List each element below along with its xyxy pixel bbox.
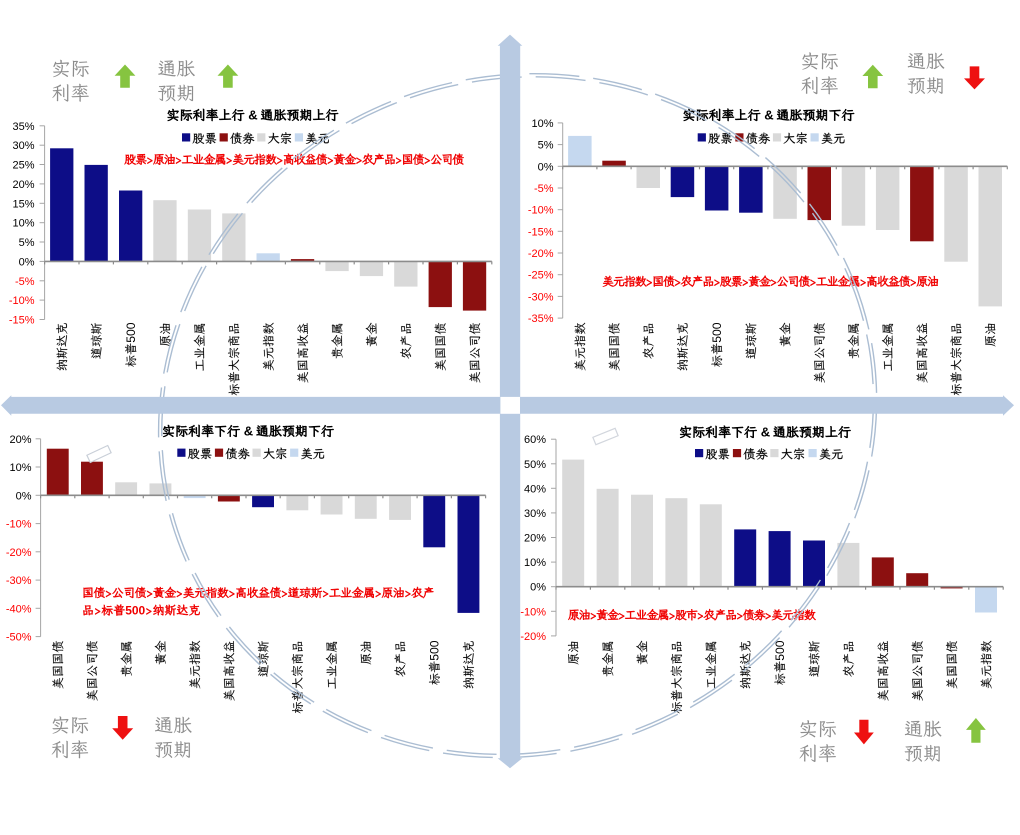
svg-text:40%: 40% xyxy=(524,483,546,495)
svg-text:-35%: -35% xyxy=(528,313,554,325)
svg-text:0%: 0% xyxy=(19,256,35,268)
svg-text:-50%: -50% xyxy=(6,632,32,644)
svg-text:500: 500 xyxy=(773,640,787,661)
svg-text:&: & xyxy=(244,424,253,439)
svg-text:10%: 10% xyxy=(12,218,34,230)
svg-text:-10%: -10% xyxy=(6,519,32,531)
svg-text:-20%: -20% xyxy=(6,547,32,559)
svg-text:5%: 5% xyxy=(19,237,35,249)
svg-text:-10%: -10% xyxy=(528,205,554,217)
svg-text:-10%: -10% xyxy=(520,606,546,618)
svg-text:50%: 50% xyxy=(524,459,546,471)
svg-text:-30%: -30% xyxy=(528,291,554,303)
svg-text:5%: 5% xyxy=(538,140,554,152)
svg-text:35%: 35% xyxy=(12,121,34,133)
svg-text:&: & xyxy=(764,108,773,123)
svg-text:20%: 20% xyxy=(12,179,34,191)
svg-text:-5%: -5% xyxy=(534,183,554,195)
svg-text:-15%: -15% xyxy=(9,315,35,327)
svg-text:-15%: -15% xyxy=(528,226,554,238)
svg-text:500: 500 xyxy=(710,322,724,343)
svg-text:60%: 60% xyxy=(524,434,546,446)
svg-text:-30%: -30% xyxy=(6,575,32,587)
svg-text:&: & xyxy=(761,425,770,440)
svg-text:25%: 25% xyxy=(12,160,34,172)
svg-text:20%: 20% xyxy=(524,533,546,545)
svg-text:500: 500 xyxy=(428,640,442,661)
svg-text:0%: 0% xyxy=(16,490,32,502)
svg-text:-20%: -20% xyxy=(528,248,554,260)
svg-text:&: & xyxy=(248,108,257,123)
svg-text:0%: 0% xyxy=(538,161,554,173)
svg-text:10%: 10% xyxy=(524,557,546,569)
svg-text:-40%: -40% xyxy=(6,603,32,615)
svg-text:0%: 0% xyxy=(530,582,546,594)
svg-text:10%: 10% xyxy=(531,118,553,130)
svg-text:-20%: -20% xyxy=(520,631,546,643)
svg-text:-25%: -25% xyxy=(528,270,554,282)
svg-text:10%: 10% xyxy=(9,462,31,474)
svg-text:500: 500 xyxy=(124,322,138,343)
svg-text:-10%: -10% xyxy=(9,295,35,307)
svg-text:500: 500 xyxy=(125,603,145,617)
svg-text:30%: 30% xyxy=(524,508,546,520)
svg-text:15%: 15% xyxy=(12,198,34,210)
svg-text:20%: 20% xyxy=(9,434,31,446)
svg-text:30%: 30% xyxy=(12,140,34,152)
svg-text:-5%: -5% xyxy=(15,276,35,288)
